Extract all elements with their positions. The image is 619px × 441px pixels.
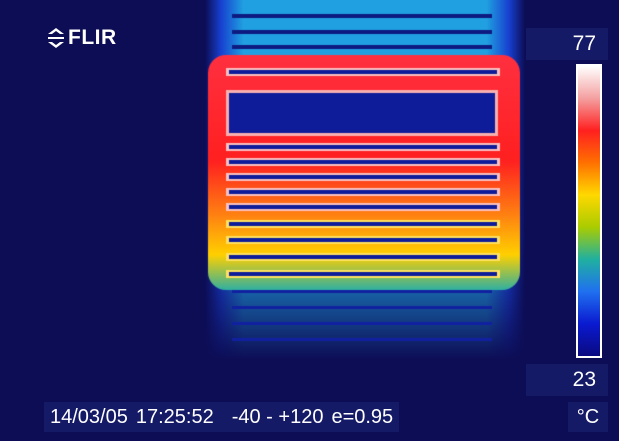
- scale-max-value: 77: [526, 28, 608, 60]
- emissivity-text: e=0.95: [331, 406, 394, 428]
- date-text: 14/03/05: [50, 406, 128, 428]
- status-bar: 14/03/05 17:25:52 -40 - +120 e=0.95: [44, 402, 400, 432]
- scale-min-value: 23: [526, 364, 608, 396]
- temperature-scale-bar: [576, 64, 602, 358]
- logo-text: FLIR: [68, 26, 117, 49]
- time-text: 17:25:52: [135, 406, 214, 428]
- unit-label: °C: [568, 402, 608, 432]
- range-text: -40 - +120: [231, 406, 324, 428]
- flir-diamond-icon: [48, 28, 64, 48]
- flir-logo: FLIR: [48, 26, 117, 50]
